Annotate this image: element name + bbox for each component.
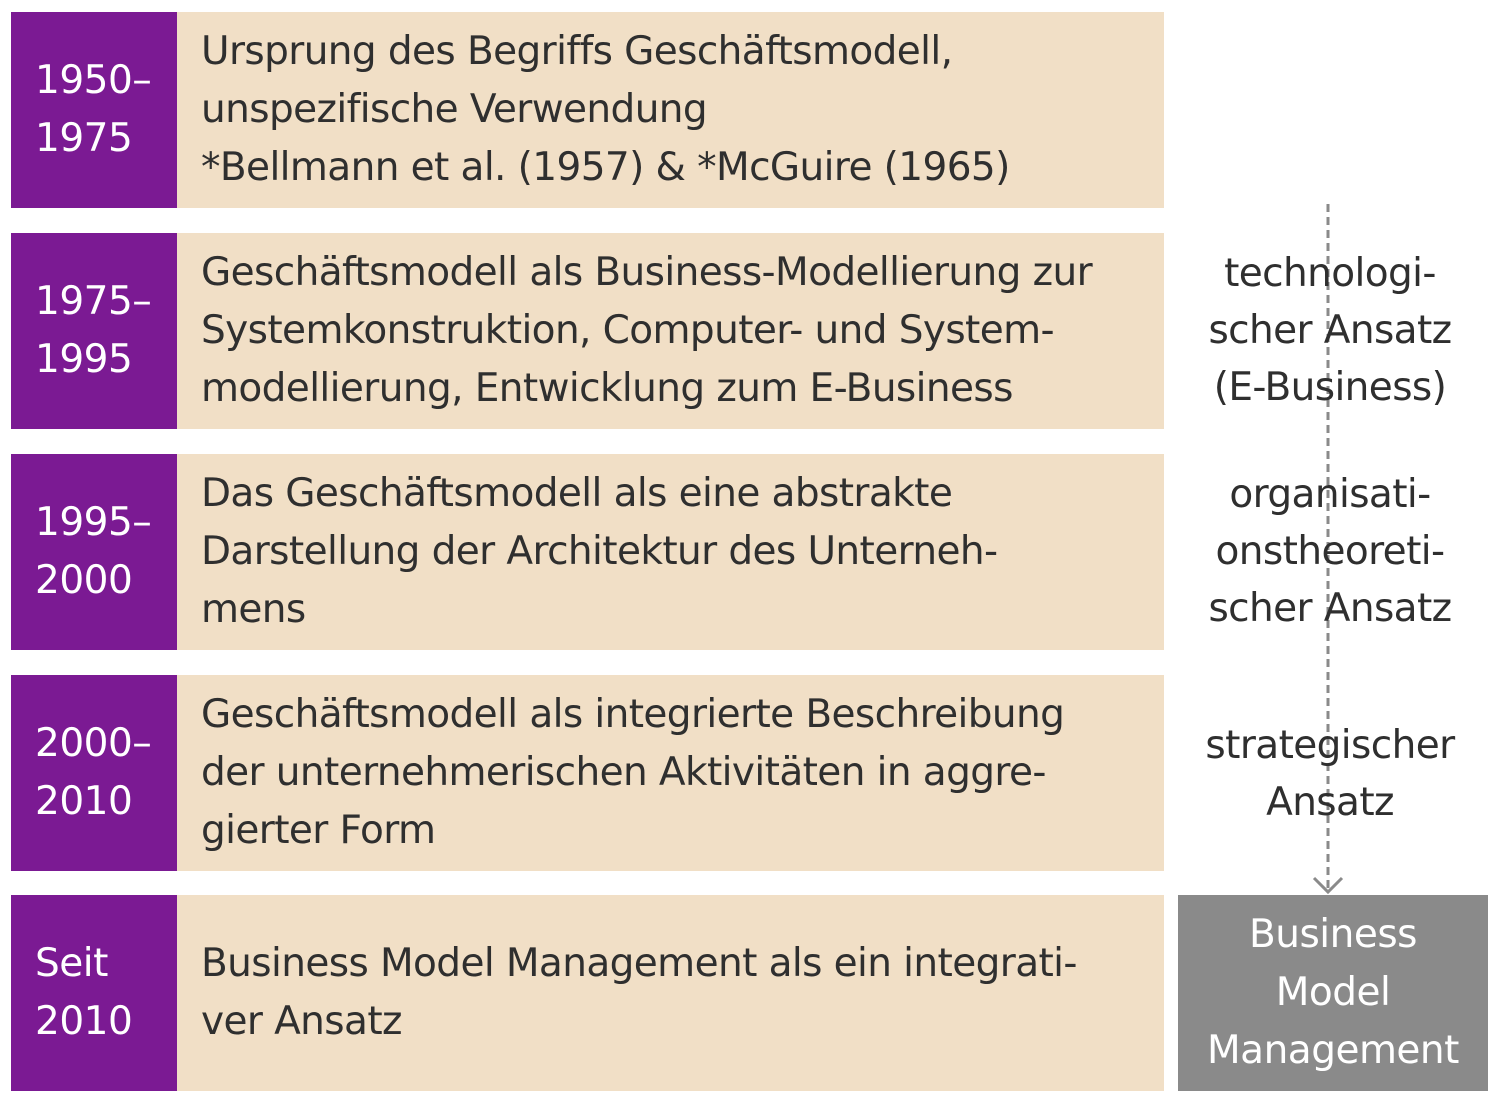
period-end: 1995 bbox=[35, 337, 133, 382]
period-label: 1975– 1995 bbox=[11, 233, 177, 429]
description-line: Geschäftsmodell als Business-Modellierun… bbox=[201, 250, 1093, 295]
period-label: Seit 2010 bbox=[11, 895, 177, 1091]
result-line: Model bbox=[1275, 970, 1391, 1015]
description-line: *Bellmann et al. (1957) & *McGuire (1965… bbox=[201, 145, 1010, 190]
description-line: ver Ansatz bbox=[201, 999, 402, 1044]
period-start: 2000– bbox=[35, 721, 152, 766]
period-description: Das Geschäftsmodell als eine abstrakte D… bbox=[177, 454, 1164, 650]
period-description: Business Model Management als ein integr… bbox=[177, 895, 1164, 1091]
period-start: 1950– bbox=[35, 58, 152, 103]
period-end: 1975 bbox=[35, 116, 133, 161]
approach-label: technologi- scher Ansatz (E-Business) bbox=[1175, 245, 1485, 416]
arrow-head-icon bbox=[1312, 876, 1344, 895]
period-label: 1995– 2000 bbox=[11, 454, 177, 650]
approach-line: Ansatz bbox=[1266, 780, 1394, 825]
period-start: Seit bbox=[35, 941, 108, 986]
period-end: 2000 bbox=[35, 558, 133, 603]
description-line: modellierung, Entwicklung zum E-Business bbox=[201, 366, 1013, 411]
period-label: 1950– 1975 bbox=[11, 12, 177, 208]
description-line: Business Model Management als ein integr… bbox=[201, 941, 1078, 986]
approach-label: strategischer Ansatz bbox=[1175, 717, 1485, 831]
description-line: gierter Form bbox=[201, 808, 436, 853]
description-line: Systemkonstruktion, Computer- und System… bbox=[201, 308, 1055, 353]
description-line: Das Geschäftsmodell als eine abstrakte bbox=[201, 471, 953, 516]
timeline-row: 1975– 1995 Geschäftsmodell als Business-… bbox=[11, 233, 1164, 429]
approach-line: (E-Business) bbox=[1213, 365, 1447, 410]
timeline-row: 1950– 1975 Ursprung des Begriffs Geschäf… bbox=[11, 12, 1164, 208]
business-model-management-box: Business Model Management bbox=[1178, 895, 1488, 1091]
approach-line: technologi- bbox=[1224, 251, 1436, 296]
description-line: mens bbox=[201, 587, 306, 632]
approach-line: strategischer bbox=[1205, 723, 1455, 768]
approach-line: onstheoreti- bbox=[1215, 529, 1446, 574]
description-line: Geschäftsmodell als integrierte Beschrei… bbox=[201, 692, 1065, 737]
approach-line: scher Ansatz bbox=[1208, 308, 1452, 353]
timeline-row: 2000– 2010 Geschäftsmodell als integrier… bbox=[11, 675, 1164, 871]
result-line: Business bbox=[1249, 912, 1417, 957]
period-description: Geschäftsmodell als integrierte Beschrei… bbox=[177, 675, 1164, 871]
period-description: Geschäftsmodell als Business-Modellierun… bbox=[177, 233, 1164, 429]
result-line: Management bbox=[1207, 1028, 1459, 1073]
approach-line: scher Ansatz bbox=[1208, 586, 1452, 631]
approach-line: organisati- bbox=[1229, 472, 1431, 517]
period-start: 1975– bbox=[35, 279, 152, 324]
description-line: unspezifische Verwendung bbox=[201, 87, 708, 132]
timeline-row: 1995– 2000 Das Geschäftsmodell als eine … bbox=[11, 454, 1164, 650]
description-line: Darstellung der Architektur des Unterneh… bbox=[201, 529, 998, 574]
description-line: Ursprung des Begriffs Geschäftsmodell, bbox=[201, 29, 953, 74]
period-description: Ursprung des Begriffs Geschäftsmodell, u… bbox=[177, 12, 1164, 208]
description-line: der unternehmerischen Aktivitäten in agg… bbox=[201, 750, 1046, 795]
period-end: 2010 bbox=[35, 999, 133, 1044]
timeline-row: Seit 2010 Business Model Management als … bbox=[11, 895, 1164, 1091]
approach-label: organisati- onstheoreti- scher Ansatz bbox=[1175, 466, 1485, 637]
period-label: 2000– 2010 bbox=[11, 675, 177, 871]
period-end: 2010 bbox=[35, 779, 133, 824]
period-start: 1995– bbox=[35, 500, 152, 545]
